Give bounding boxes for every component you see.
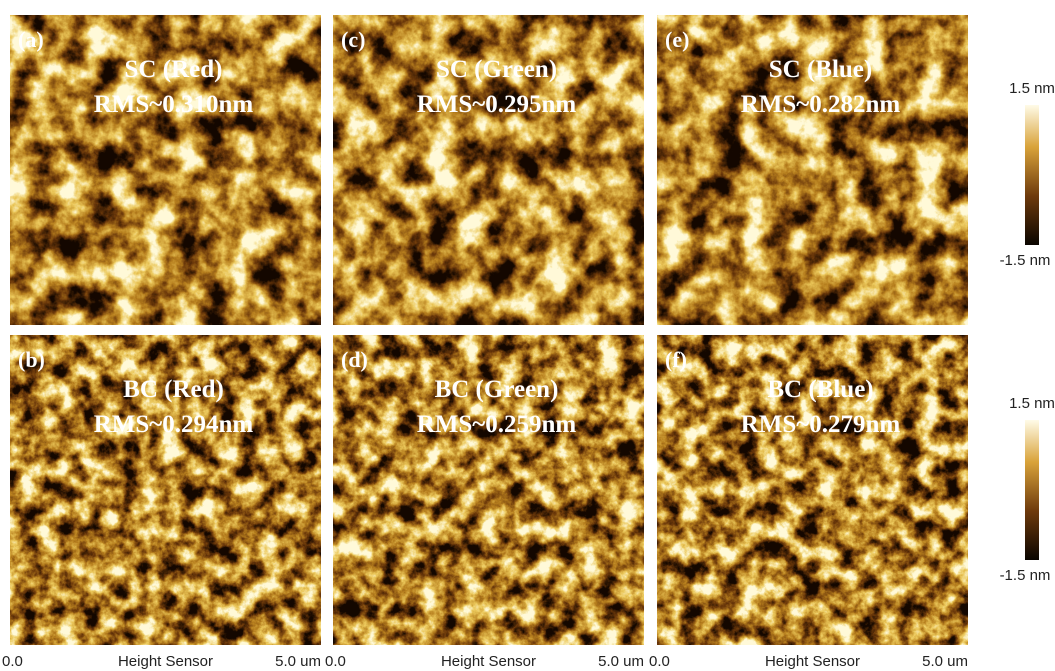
afm-panel: (d) BC (Green) RMS~0.259nm	[333, 335, 644, 645]
scale-start: 0.0	[2, 653, 23, 670]
scale-end: 5.0 um	[922, 653, 968, 670]
colorbar-min: -1.5 nm	[1000, 567, 1051, 584]
panel-label: (e)	[665, 27, 689, 52]
panel-title: SC (Blue)	[769, 56, 872, 83]
scale-start: 0.0	[649, 653, 670, 670]
colorbar	[1025, 105, 1039, 245]
afm-panel: (b) BC (Red) RMS~0.294nm	[10, 335, 321, 645]
panel-rms: RMS~0.310nm	[94, 91, 254, 118]
colorbar	[1025, 420, 1039, 560]
panel-title: BC (Red)	[123, 376, 224, 403]
panel-rms: RMS~0.294nm	[94, 411, 254, 438]
afm-panel: (e) SC (Blue) RMS~0.282nm	[657, 15, 968, 325]
panel-label: (f)	[665, 347, 687, 372]
scale-name: Height Sensor	[765, 653, 860, 670]
panel-rms: RMS~0.279nm	[741, 411, 901, 438]
panel-title: BC (Green)	[435, 376, 559, 403]
panel-title: SC (Red)	[125, 56, 223, 83]
panel-rms: RMS~0.282nm	[741, 91, 901, 118]
afm-panel: (a) SC (Red) RMS~0.310nm	[10, 15, 321, 325]
afm-panel: (c) SC (Green) RMS~0.295nm	[333, 15, 644, 325]
scale-name: Height Sensor	[118, 653, 213, 670]
colorbar-min: -1.5 nm	[1000, 252, 1051, 269]
panel-label: (c)	[341, 27, 365, 52]
panel-title: BC (Blue)	[767, 376, 873, 403]
panel-rms: RMS~0.295nm	[417, 91, 577, 118]
scale-name: Height Sensor	[441, 653, 536, 670]
panel-label: (d)	[341, 347, 368, 372]
panel-label: (b)	[18, 347, 45, 372]
scale-end: 5.0 um	[275, 653, 321, 670]
colorbar-max: 1.5 nm	[1009, 80, 1055, 97]
panel-rms: RMS~0.259nm	[417, 411, 577, 438]
panel-title: SC (Green)	[436, 56, 557, 83]
scale-end: 5.0 um	[598, 653, 644, 670]
colorbar-max: 1.5 nm	[1009, 395, 1055, 412]
panel-label: (a)	[18, 27, 44, 52]
scale-start: 0.0	[325, 653, 346, 670]
afm-panel: (f) BC (Blue) RMS~0.279nm	[657, 335, 968, 645]
figure: (a) SC (Red) RMS~0.310nm (c) SC (Green) RMS~0…	[0, 0, 1055, 671]
